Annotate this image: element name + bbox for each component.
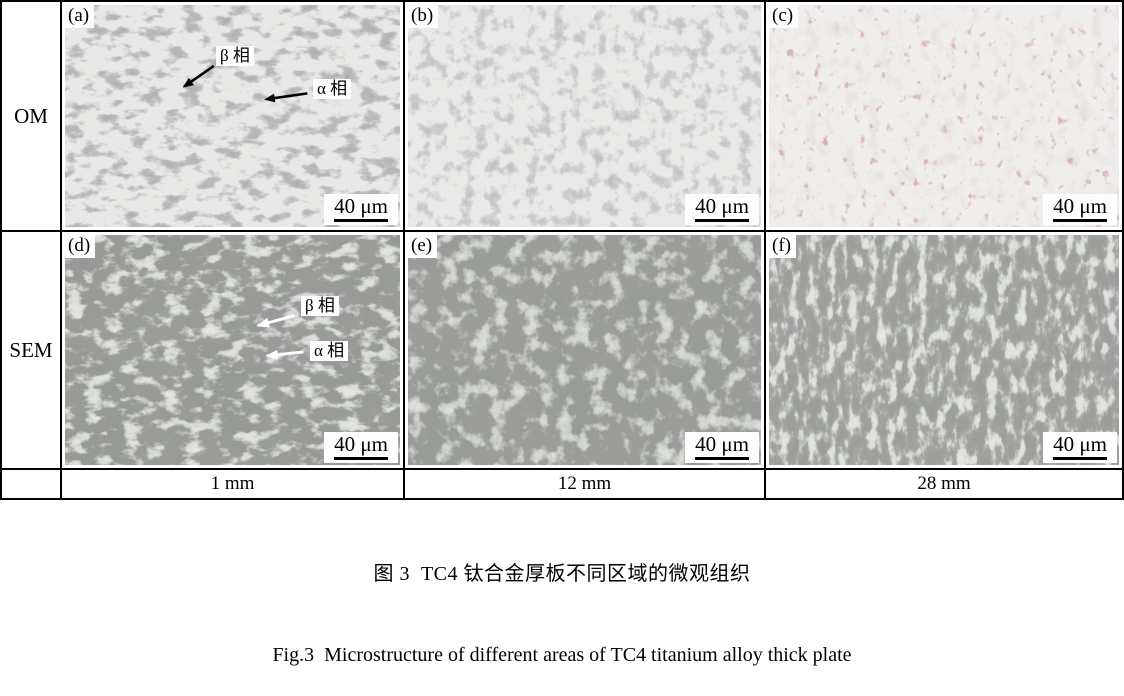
row-label-om-text: OM xyxy=(14,103,48,128)
panel-f: (f) 40 μm xyxy=(766,232,1122,468)
column-label-1mm: 1 mm xyxy=(62,470,403,498)
scale-bar-line xyxy=(1053,219,1107,222)
panel-d: (d) β 相 α 相 40 μm xyxy=(62,232,403,468)
scale-bar-line xyxy=(1053,457,1107,460)
micrograph-e: (e) 40 μm xyxy=(408,235,761,465)
row-label-om: OM xyxy=(2,2,60,230)
column-label-12mm: 12 mm xyxy=(405,470,764,498)
caption-english: Fig.3 Microstructure of different areas … xyxy=(272,644,852,666)
figure-table: OM (a) β 相 α 相 40 μm xyxy=(0,0,1124,500)
panel-a-letter: (a) xyxy=(65,5,95,28)
panel-f-scale-bar: 40 μm xyxy=(1043,431,1117,463)
micrograph-b: (b) 40 μm xyxy=(408,5,761,227)
micrograph-c: (c) 40 μm xyxy=(769,5,1119,227)
panel-e-letter: (e) xyxy=(408,235,438,258)
row-label-sem: SEM xyxy=(2,232,60,468)
panel-d-letter: (d) xyxy=(65,235,96,258)
bottom-left-empty-cell xyxy=(2,470,60,498)
micrograph-d-texture xyxy=(65,235,400,465)
scale-bar-text: 40 μm xyxy=(695,193,749,218)
panel-c-letter: (c) xyxy=(769,5,799,28)
alpha-phase-label: α 相 xyxy=(310,341,349,362)
micrograph-b-texture xyxy=(408,5,761,227)
panel-e: (e) 40 μm xyxy=(405,232,764,468)
scale-bar-text: 40 μm xyxy=(1053,431,1107,456)
panel-b-scale-bar: 40 μm xyxy=(685,193,759,225)
panel-f-letter: (f) xyxy=(769,235,796,258)
scale-bar-line xyxy=(695,219,749,222)
scale-bar-line xyxy=(334,219,388,222)
column-label-28mm: 28 mm xyxy=(766,470,1122,498)
scale-bar-line xyxy=(695,457,749,460)
micrograph-f: (f) 40 μm xyxy=(769,235,1119,465)
scale-bar-text: 40 μm xyxy=(334,431,388,456)
scale-bar-text: 40 μm xyxy=(334,193,388,218)
panel-c-scale-bar: 40 μm xyxy=(1043,193,1117,225)
micrograph-f-texture xyxy=(769,235,1119,465)
scale-bar-line xyxy=(334,457,388,460)
micrograph-a: (a) β 相 α 相 40 μm xyxy=(65,5,400,227)
caption-chinese: 图 3 TC4 钛合金厚板不同区域的微观组织 xyxy=(373,563,751,585)
beta-phase-label: β 相 xyxy=(301,296,339,317)
panel-b: (b) 40 μm xyxy=(405,2,764,230)
alpha-phase-label: α 相 xyxy=(313,79,352,100)
panel-e-scale-bar: 40 μm xyxy=(685,431,759,463)
row-label-sem-text: SEM xyxy=(9,337,53,362)
panel-c: (c) 40 μm xyxy=(766,2,1122,230)
micrograph-d: (d) β 相 α 相 40 μm xyxy=(65,235,400,465)
micrograph-c-texture xyxy=(769,5,1119,227)
micrograph-a-texture xyxy=(65,5,400,227)
panel-d-scale-bar: 40 μm xyxy=(324,431,398,463)
scale-bar-text: 40 μm xyxy=(695,431,749,456)
panel-a: (a) β 相 α 相 40 μm xyxy=(62,2,403,230)
micrograph-e-texture xyxy=(408,235,761,465)
panel-a-scale-bar: 40 μm xyxy=(324,193,398,225)
scale-bar-text: 40 μm xyxy=(1053,193,1107,218)
beta-phase-label: β 相 xyxy=(216,46,254,67)
figure-caption: 图 3 TC4 钛合金厚板不同区域的微观组织 Fig.3 Microstruct… xyxy=(0,507,1124,696)
panel-b-letter: (b) xyxy=(408,5,439,28)
